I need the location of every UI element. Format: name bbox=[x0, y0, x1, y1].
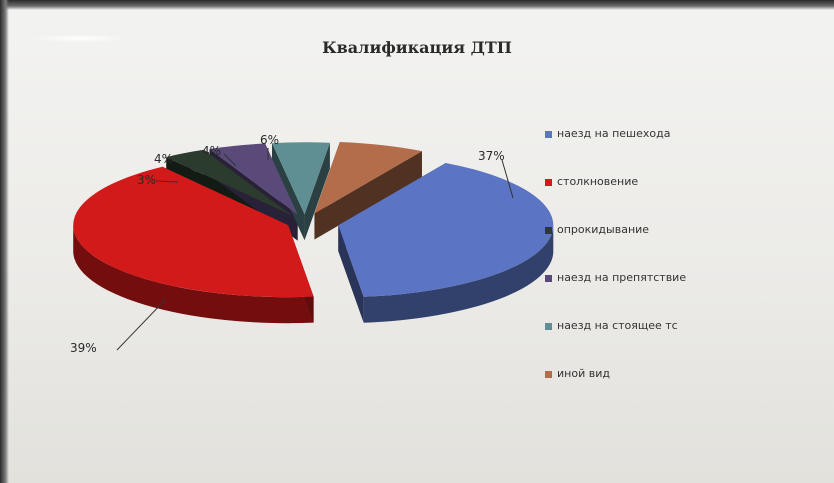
legend-swatch-rollover bbox=[545, 226, 552, 234]
pie-slice-collision bbox=[73, 166, 314, 298]
pie-slice-parked-vehicle bbox=[272, 142, 330, 215]
legend-item-collision: столкновение bbox=[545, 172, 825, 192]
legend-swatch-collision bbox=[545, 178, 552, 186]
legend-item-other: иной вид bbox=[545, 364, 825, 384]
leader-line-parked-vehicle bbox=[223, 153, 237, 167]
legend-swatch-parked-vehicle bbox=[545, 322, 552, 330]
leader-line-pedestrian bbox=[501, 159, 514, 199]
legend-swatch-obstacle bbox=[545, 274, 552, 282]
pie-slice-edge-parked-vehicle bbox=[304, 142, 330, 241]
legend-label: иной вид bbox=[557, 367, 610, 380]
data-label-other: 6% bbox=[260, 133, 279, 147]
legend-item-pedestrian: наезд на пешехода bbox=[545, 124, 825, 144]
leader-line-obstacle bbox=[180, 161, 197, 173]
pie-slice-other bbox=[314, 141, 422, 214]
pie-slice-edge-other bbox=[314, 151, 422, 240]
data-label-rollover: 3% bbox=[137, 173, 156, 187]
chart-legend: наезд на пешехода столкновение опрокидыв… bbox=[545, 124, 825, 412]
legend-label: столкновение bbox=[557, 175, 639, 188]
chart-title: Квалификация ДТП bbox=[322, 38, 512, 57]
pie-slice-edge-pedestrian bbox=[338, 225, 364, 323]
light-glare bbox=[30, 34, 130, 43]
legend-item-obstacle: наезд на препятствие bbox=[545, 268, 825, 288]
data-label-collision: 39% bbox=[70, 341, 97, 355]
screen-frame-left bbox=[0, 0, 9, 483]
legend-swatch-pedestrian bbox=[545, 130, 552, 138]
pie-slice-side-collision bbox=[73, 225, 314, 324]
pie-slice-edge-parked-vehicle bbox=[272, 143, 305, 241]
leader-line-rollover bbox=[155, 180, 179, 183]
data-label-parked-vehicle: 4% bbox=[202, 144, 221, 158]
legend-swatch-other bbox=[545, 370, 552, 378]
pie-slice-pedestrian bbox=[338, 162, 554, 297]
legend-item-parked-vehicle: наезд на стоящее тс bbox=[545, 316, 825, 336]
data-label-obstacle: 4% bbox=[154, 152, 173, 166]
legend-item-rollover: опрокидывание bbox=[545, 220, 825, 240]
legend-label: наезд на пешехода bbox=[557, 127, 671, 140]
data-label-pedestrian: 37% bbox=[478, 149, 505, 163]
pie-slice-rollover bbox=[166, 149, 292, 216]
pie-slice-side-pedestrian bbox=[363, 225, 554, 323]
legend-label: наезд на стоящее тс bbox=[557, 319, 678, 332]
legend-label: опрокидывание bbox=[557, 223, 650, 236]
leader-line-collision bbox=[116, 299, 166, 351]
legend-label: наезд на препятствие bbox=[557, 271, 687, 284]
screen-frame-top bbox=[0, 0, 834, 10]
